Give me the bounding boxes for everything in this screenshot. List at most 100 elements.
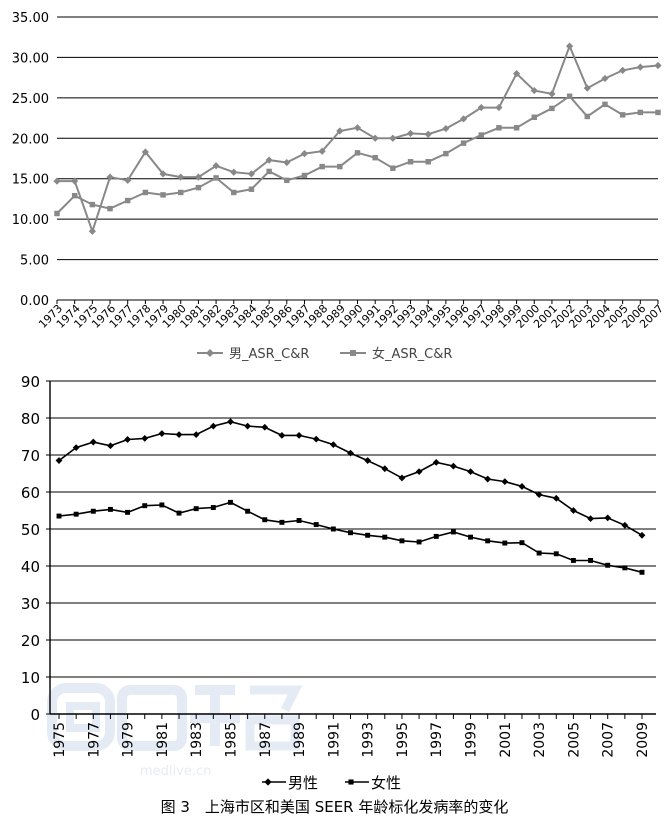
chart2-series-2-point xyxy=(639,569,645,575)
chart1-series-1-point xyxy=(636,63,644,71)
chart1-series-2-point xyxy=(107,205,113,212)
chart1-series-1-point xyxy=(88,227,96,235)
chart2-x-tick-label: 1983 xyxy=(189,722,205,758)
chart2-y-tick-label: 0 xyxy=(30,706,40,724)
chart2-series-1-point xyxy=(124,436,131,443)
chart1-series-2-point xyxy=(602,101,608,108)
chart2-series-1-point xyxy=(89,438,97,446)
chart1-series-1-point xyxy=(336,127,344,135)
chart1-series-2-point xyxy=(319,163,325,170)
chart2-series-2-point xyxy=(519,540,525,546)
chart2-series-2-point xyxy=(56,513,62,519)
chart2-x-tick-label: 1977 xyxy=(86,722,102,758)
chart2-series-2-point xyxy=(313,522,319,528)
chart2-series-1-point xyxy=(621,521,629,529)
chart2-y-tick-label: 70 xyxy=(21,447,40,465)
chart1-series-2-point xyxy=(584,113,591,120)
chart1-y-tick-label: 35.00 xyxy=(12,11,49,26)
chart1-series-2-point xyxy=(178,189,184,196)
chart1-y-tick-label: 30.00 xyxy=(12,51,49,66)
chart1-series-1-point xyxy=(530,86,538,95)
chart2-y-tick-label: 10 xyxy=(21,669,40,687)
chart1-series-1-point xyxy=(300,150,309,158)
chart2-y-tick-label: 60 xyxy=(21,484,40,502)
chart1-series-1-point xyxy=(389,134,397,142)
chart2-y-tick-label: 80 xyxy=(21,410,40,428)
chart2-legend-marker-2 xyxy=(348,779,354,785)
chart2-y-tick-label: 50 xyxy=(21,521,40,539)
chart2-series-1-point xyxy=(604,514,612,522)
chart2-series-2-point xyxy=(468,534,473,540)
watermark-logo-inner xyxy=(66,702,100,732)
chart2-x-tick-label: 1981 xyxy=(155,722,171,758)
chart1-series-1-point xyxy=(406,129,415,138)
chart2-series-2-point xyxy=(193,506,199,512)
chart2-series-2-point xyxy=(382,534,388,540)
chart2-series-2-point xyxy=(176,510,182,516)
chart2-series-2-point xyxy=(73,511,79,517)
chart2-x-tick-label: 1993 xyxy=(361,722,377,758)
watermark: medlive.cn xyxy=(47,683,303,779)
chart1-series-2-point xyxy=(637,109,644,116)
chart2-series-1-point xyxy=(209,422,217,430)
chart1-series-2-point xyxy=(354,150,361,156)
chart2-series-2-point xyxy=(245,508,251,514)
chart1-series-1-point xyxy=(318,147,326,155)
chart1-series-2-point xyxy=(443,150,449,157)
chart2-series-1-point xyxy=(312,435,320,443)
chart2-series-1-point xyxy=(398,474,406,482)
chart1-y-tick-label: 5.00 xyxy=(20,254,49,269)
chart2-series-1-point xyxy=(449,462,457,470)
chart2-series-1-point xyxy=(364,457,372,464)
chart2-x-tick-label: 1999 xyxy=(464,722,480,758)
chart1-series-2-point xyxy=(460,140,467,146)
chart1-series-2-point xyxy=(54,210,60,217)
chart1-series-2-point xyxy=(266,168,272,175)
chart2-x-tick-label: 2003 xyxy=(532,722,548,758)
chart1-series-1-point xyxy=(177,173,185,181)
chart2-series-1-point xyxy=(415,468,423,476)
chart2: 0 10 20 30 40 50 60 70 80 90 1975 1977 1979 1981 1983 1… xyxy=(21,373,656,792)
chart2-series-2-point xyxy=(416,539,422,545)
chart1-series-2-point xyxy=(89,201,96,208)
chart2-series-2-point xyxy=(142,503,148,509)
chart1-series-1-point xyxy=(442,124,450,133)
chart1-series-1-point xyxy=(124,176,132,184)
chart2-series-2-point xyxy=(485,538,491,544)
chart2-series-1-point xyxy=(55,457,63,464)
chart2-x-tick-label: 2005 xyxy=(566,722,582,758)
chart1-series-2-point xyxy=(301,172,308,179)
chart2-x-tick-label: 2001 xyxy=(498,722,514,758)
chart2-series-1-point xyxy=(552,494,560,502)
chart1-series-2-point xyxy=(531,114,537,120)
chart2-series-2-point xyxy=(622,565,628,571)
chart2-series-1-point xyxy=(244,422,252,430)
chart2-legend-label-2: 女性 xyxy=(371,774,401,792)
chart2-series-1-point xyxy=(175,431,183,439)
chart2-legend-marker-1 xyxy=(264,778,272,786)
chart2-series-1-point xyxy=(484,475,492,483)
chart2-x-tick-label: 2007 xyxy=(601,722,617,758)
chart2-series-1-point xyxy=(587,515,594,523)
chart2-legend-label-1: 男性 xyxy=(288,774,318,792)
chart1-series-2-point xyxy=(496,125,502,131)
chart1-series-2-point xyxy=(248,186,255,192)
chart2-series-2-point xyxy=(330,526,336,532)
chart2-series-2-point xyxy=(570,557,576,563)
chart1-series-1-point xyxy=(159,170,167,178)
chart1-y-tick-label: 10.00 xyxy=(12,213,49,228)
figure-caption: 图 3 上海市区和美国 SEER 年龄标化发病率的变化 xyxy=(160,798,509,816)
chart2-series-2-point xyxy=(536,550,542,556)
chart2-series-2-point xyxy=(399,538,405,544)
chart2-series-1-point xyxy=(107,442,114,450)
chart1-series-1-point xyxy=(477,103,485,112)
chart2-series-2-point xyxy=(262,517,268,523)
chart1-series-2-point xyxy=(619,112,626,118)
chart2-x-tick-label: 1997 xyxy=(429,722,445,758)
chart1-series-1-point xyxy=(512,70,521,78)
chart2-x-tick-label: 1989 xyxy=(292,722,308,758)
chart2-series-2-point xyxy=(296,518,302,523)
chart2-series-1-point xyxy=(347,449,354,457)
chart1-series-1-point xyxy=(601,74,609,83)
chart2-y-tick-label: 30 xyxy=(21,595,40,613)
